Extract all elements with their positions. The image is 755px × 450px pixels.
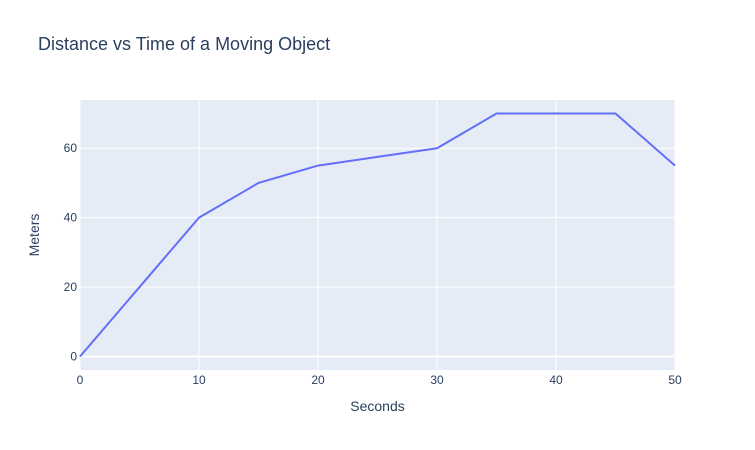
x-tick-label: 30 — [430, 373, 444, 387]
grid-lines — [79, 100, 676, 370]
tick-labels: 0 10 20 30 40 50 0 20 40 60 — [64, 141, 682, 387]
plot-area — [80, 100, 675, 370]
series-layer — [79, 112, 676, 358]
y-tick-label: 40 — [64, 211, 78, 225]
x-axis-title: Seconds — [350, 398, 404, 414]
x-tick-label: 0 — [77, 373, 84, 387]
chart-title: Distance vs Time of a Moving Object — [38, 34, 330, 54]
series-line — [79, 112, 676, 358]
x-tick-label: 10 — [192, 373, 206, 387]
x-tick-label: 50 — [668, 373, 682, 387]
y-tick-label: 20 — [64, 280, 78, 294]
x-tick-label: 20 — [311, 373, 325, 387]
x-tick-label: 40 — [549, 373, 563, 387]
y-axis-title: Meters — [26, 214, 42, 257]
y-tick-label: 0 — [70, 349, 77, 363]
y-tick-label: 60 — [64, 141, 78, 155]
